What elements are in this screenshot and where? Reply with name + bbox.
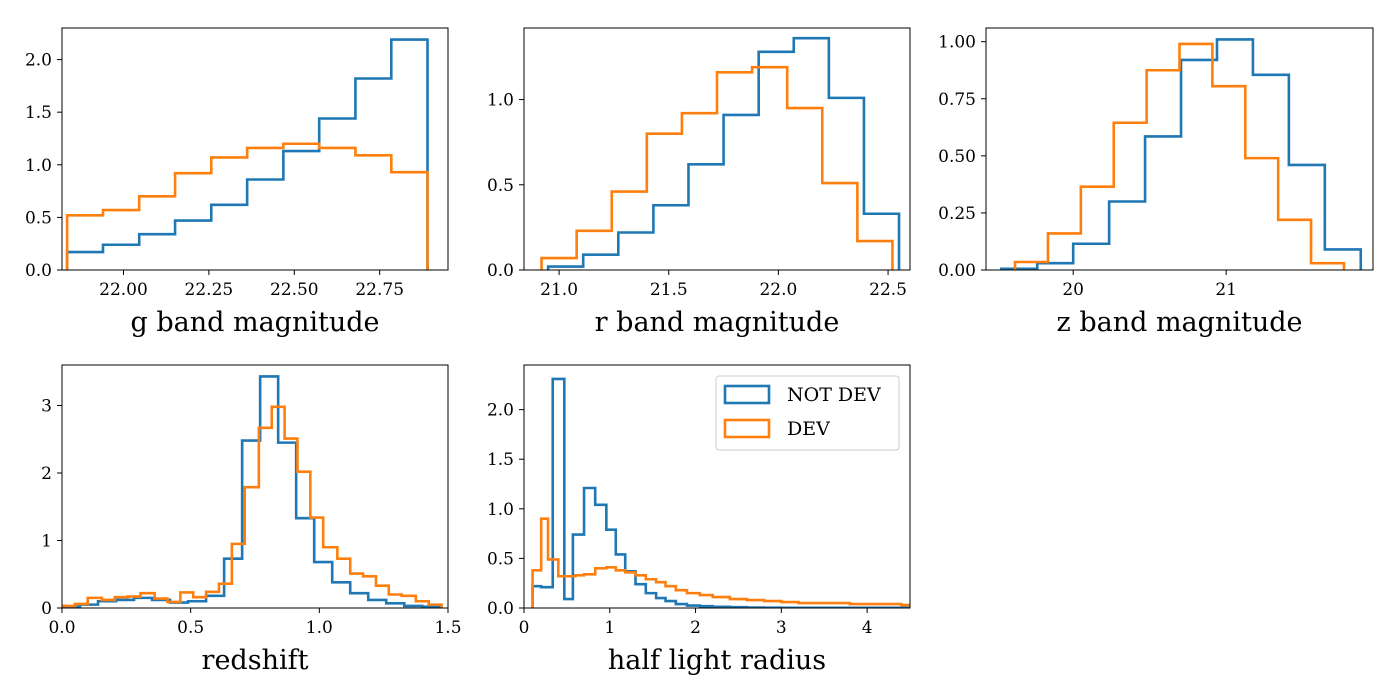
y-tick-label-half-light-radius: 2.0 — [487, 401, 514, 421]
y-tick-label-redshift: 0 — [41, 599, 52, 619]
x-tick-label-g-band-magnitude: 22.75 — [355, 280, 404, 300]
y-tick-label-redshift: 3 — [41, 397, 52, 417]
legend-label-dev: DEV — [787, 418, 830, 440]
x-tick-label-g-band-magnitude: 22.00 — [99, 280, 148, 300]
hist-not-dev-r-band-magnitude — [546, 36, 901, 270]
x-tick-label-redshift: 1.0 — [306, 618, 333, 638]
x-tick-label-half-light-radius: 4 — [862, 618, 873, 638]
x-axis-title-half-light-radius: half light radius — [608, 645, 826, 676]
x-tick-label-r-band-magnitude: 21.5 — [650, 280, 688, 300]
x-tick-label-redshift: 0.0 — [48, 618, 75, 638]
hist-not-dev-redshift — [62, 375, 442, 608]
panel-g-band-magnitude: 22.00 22.25 22.50 22.75 0.0 0.5 1.0 1.5 2.0 g ban… — [25, 27, 449, 338]
x-axis-title-z-band-magnitude: z band magnitude — [1057, 307, 1303, 338]
x-axis-title-redshift: redshift — [202, 645, 309, 676]
x-tick-label-half-light-radius: 0 — [519, 618, 530, 638]
legend-box — [715, 375, 900, 451]
axes-frame-half-light-radius — [523, 364, 911, 609]
x-axis-title-r-band-magnitude: r band magnitude — [595, 307, 840, 338]
y-tick-label-half-light-radius: 1.0 — [487, 500, 514, 520]
panel-z-band-magnitude: 20 21 0.00 0.25 0.50 0.75 1.00 z band magnitude — [938, 27, 1374, 338]
y-tick-label-z-band-magnitude: 0.00 — [938, 261, 976, 281]
x-tick-label-r-band-magnitude: 22.5 — [869, 280, 907, 300]
x-tick-label-g-band-magnitude: 22.25 — [185, 280, 234, 300]
x-tick-label-z-band-magnitude: 21 — [1215, 280, 1237, 300]
y-tick-label-redshift: 2 — [41, 464, 52, 484]
panel-redshift: 0.0 0.5 1.0 1.5 0 1 2 3 redshift — [41, 364, 462, 676]
y-tick-label-half-light-radius: 0.5 — [487, 549, 514, 569]
hist-dev-half-light-radius — [531, 517, 910, 608]
hist-dev-redshift — [62, 405, 443, 608]
y-tick-label-half-light-radius: 0.0 — [487, 599, 514, 619]
axes-frame-r-band-magnitude — [523, 27, 911, 271]
axes-frame-z-band-magnitude — [985, 27, 1374, 271]
x-axis-title-g-band-magnitude: g band magnitude — [130, 307, 379, 338]
hist-dev-r-band-magnitude — [540, 65, 894, 270]
y-tick-label-r-band-magnitude: 0.0 — [487, 261, 514, 281]
y-tick-label-z-band-magnitude: 1.00 — [938, 33, 976, 53]
x-tick-label-half-light-radius: 1 — [604, 618, 615, 638]
hist-dev-z-band-magnitude — [1013, 42, 1346, 270]
x-tick-label-half-light-radius: 3 — [776, 618, 787, 638]
y-tick-label-r-band-magnitude: 1.0 — [487, 91, 514, 111]
y-tick-label-z-band-magnitude: 0.75 — [938, 90, 976, 110]
axes-frame-redshift — [61, 364, 449, 609]
x-tick-label-g-band-magnitude: 22.50 — [270, 280, 319, 300]
hist-not-dev-half-light-radius — [531, 377, 910, 608]
y-tick-label-z-band-magnitude: 0.25 — [938, 204, 976, 224]
y-tick-label-g-band-magnitude: 1.5 — [25, 103, 52, 123]
y-tick-label-g-band-magnitude: 2.0 — [25, 51, 52, 71]
y-tick-label-g-band-magnitude: 1.0 — [25, 156, 52, 176]
x-tick-label-z-band-magnitude: 20 — [1062, 280, 1084, 300]
hist-not-dev-g-band-magnitude — [65, 38, 429, 270]
axes-frame-g-band-magnitude — [61, 27, 449, 271]
y-tick-label-redshift: 1 — [41, 532, 52, 552]
hist-not-dev-z-band-magnitude — [1000, 38, 1363, 270]
x-tick-label-r-band-magnitude: 22.0 — [759, 280, 797, 300]
legend: NOT DEV DEV — [715, 375, 900, 451]
x-tick-label-redshift: 1.5 — [434, 618, 461, 638]
y-tick-label-z-band-magnitude: 0.50 — [938, 147, 976, 167]
hist-dev-g-band-magnitude — [65, 142, 429, 270]
panel-r-band-magnitude: 21.0 21.5 22.0 22.5 0.0 0.5 1.0 r band magnitud… — [487, 27, 911, 338]
y-tick-label-g-band-magnitude: 0.5 — [25, 208, 52, 228]
x-tick-label-half-light-radius: 2 — [690, 618, 701, 638]
y-tick-label-half-light-radius: 1.5 — [487, 450, 514, 470]
panel-half-light-radius: 0 1 2 3 4 0.0 0.5 1.0 1.5 2.0 half light radius — [487, 364, 911, 676]
y-tick-label-g-band-magnitude: 0.0 — [25, 261, 52, 281]
legend-swatch-dev — [723, 418, 771, 439]
y-tick-label-r-band-magnitude: 0.5 — [487, 176, 514, 196]
legend-label-not-dev: NOT DEV — [787, 384, 881, 406]
x-tick-label-redshift: 0.5 — [177, 618, 204, 638]
legend-swatch-not-dev — [723, 384, 771, 405]
x-tick-label-r-band-magnitude: 21.0 — [540, 280, 578, 300]
